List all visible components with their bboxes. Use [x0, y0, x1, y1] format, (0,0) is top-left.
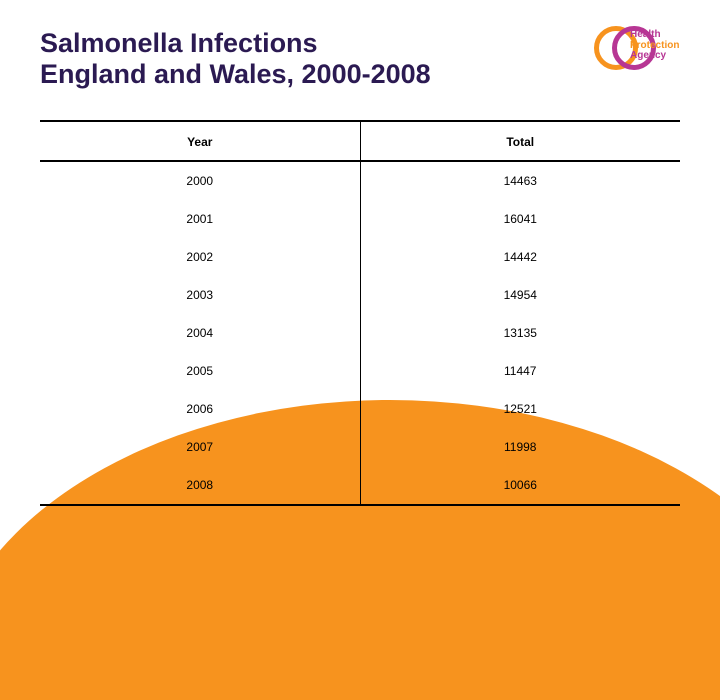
table-row: 2000 14463: [40, 161, 680, 200]
page-title: Salmonella Infections England and Wales,…: [40, 28, 431, 90]
cell-year: 2003: [40, 276, 360, 314]
table-row: 2001 16041: [40, 200, 680, 238]
hpa-logo: Health Protection Agency: [590, 24, 680, 94]
col-header-year: Year: [40, 121, 360, 161]
table-row: 2005 11447: [40, 352, 680, 390]
cell-total: 10066: [360, 466, 680, 505]
table-row: 2004 13135: [40, 314, 680, 352]
data-table-wrap: Year Total 2000 14463 2001 16041 2002 14…: [40, 120, 680, 506]
cell-year: 2005: [40, 352, 360, 390]
header-row: Salmonella Infections England and Wales,…: [40, 28, 680, 94]
logo-text-line1: Health: [630, 30, 679, 41]
cell-year: 2000: [40, 161, 360, 200]
cell-total: 11447: [360, 352, 680, 390]
title-line-1: Salmonella Infections: [40, 28, 318, 58]
cell-total: 14442: [360, 238, 680, 276]
cell-total: 14954: [360, 276, 680, 314]
logo-text: Health Protection Agency: [630, 30, 679, 62]
cell-year: 2002: [40, 238, 360, 276]
data-table: Year Total 2000 14463 2001 16041 2002 14…: [40, 120, 680, 506]
cell-total: 13135: [360, 314, 680, 352]
cell-year: 2008: [40, 466, 360, 505]
cell-year: 2007: [40, 428, 360, 466]
col-header-total: Total: [360, 121, 680, 161]
cell-year: 2006: [40, 390, 360, 428]
cell-year: 2004: [40, 314, 360, 352]
table-header-row: Year Total: [40, 121, 680, 161]
logo-text-line3: Agency: [630, 51, 679, 62]
cell-year: 2001: [40, 200, 360, 238]
table-row: 2003 14954: [40, 276, 680, 314]
cell-total: 16041: [360, 200, 680, 238]
table-row: 2007 11998: [40, 428, 680, 466]
table-row: 2006 12521: [40, 390, 680, 428]
table-row: 2008 10066: [40, 466, 680, 505]
cell-total: 12521: [360, 390, 680, 428]
title-line-2: England and Wales, 2000-2008: [40, 59, 431, 89]
table-row: 2002 14442: [40, 238, 680, 276]
slide-content: Salmonella Infections England and Wales,…: [0, 0, 720, 506]
cell-total: 14463: [360, 161, 680, 200]
cell-total: 11998: [360, 428, 680, 466]
